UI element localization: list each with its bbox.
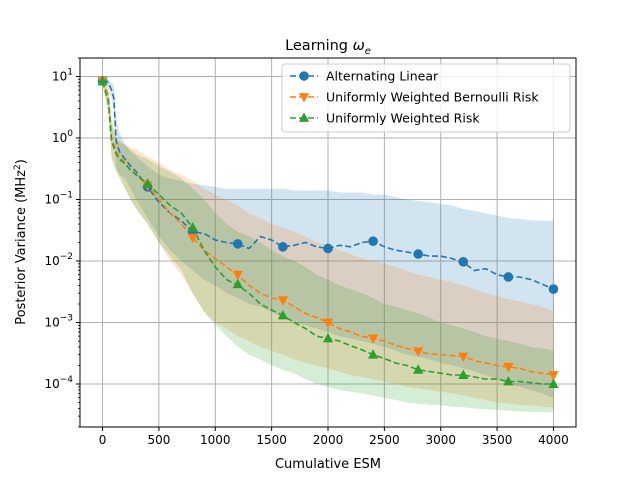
data-point-0	[458, 257, 469, 267]
series-line-2	[101, 81, 554, 385]
data-point-0	[503, 272, 514, 282]
title-symbol: ω	[353, 38, 365, 54]
data-point-2	[277, 309, 289, 320]
x-tick-label: 500	[147, 433, 170, 447]
data-point-1	[187, 233, 198, 244]
data-point-2	[232, 278, 243, 289]
y-axis-label-main: Posterior Variance (MHz	[14, 170, 29, 325]
data-point-1	[232, 270, 243, 281]
confidence-band-0	[102, 77, 554, 398]
data-point-2	[548, 378, 559, 388]
y-axis-label: Posterior Variance (MHz2)	[13, 159, 29, 325]
legend-marker-swatch	[298, 93, 310, 103]
series-markers	[97, 75, 559, 388]
data-point-0	[548, 284, 559, 294]
legend-marker-swatch	[298, 112, 310, 122]
x-tick-label: 0	[99, 433, 107, 447]
legend-item-weighted-risk: Uniformly Weighted Risk	[290, 111, 480, 126]
y-axis-label-close: )	[14, 159, 29, 164]
chart-title: Learning ωe	[285, 38, 371, 57]
x-tick-label: 3000	[425, 433, 456, 447]
legend-label-alternating-linear: Alternating Linear	[326, 69, 439, 84]
x-axis-label: Cumulative ESM	[275, 457, 381, 472]
data-point-1	[367, 334, 379, 345]
x-tick-label: 3500	[482, 433, 513, 447]
y-tick-label: 10−2	[44, 252, 73, 268]
x-tick-label: 1000	[200, 433, 231, 447]
data-point-2	[413, 364, 424, 374]
y-tick-label: 101	[52, 68, 73, 84]
confidence-band-1	[102, 79, 554, 408]
x-tick-label: 2500	[369, 433, 400, 447]
data-point-0	[233, 239, 243, 249]
confidence-band-2	[102, 79, 554, 413]
legend-label-bernoulli-risk: Uniformly Weighted Bernoulli Risk	[326, 90, 539, 105]
confidence-bands	[102, 77, 554, 413]
data-point-1	[413, 347, 424, 357]
data-point-1	[458, 352, 469, 363]
y-tick-label: 100	[52, 129, 73, 145]
data-point-1	[503, 362, 514, 373]
x-tick-label: 4000	[538, 433, 569, 447]
legend: Alternating Linear Uniformly Weighted Be…	[281, 63, 571, 133]
data-point-1	[322, 318, 334, 329]
series-lines	[101, 80, 554, 385]
data-point-2	[142, 178, 153, 188]
axis-ticks: 0 500 1000 1500 2000 2500 3000 3500 4000 10−4 10−3…	[44, 57, 569, 447]
x-tick-label: 2000	[313, 433, 344, 447]
series-line-0	[102, 80, 554, 290]
data-point-2	[187, 221, 198, 232]
legend-item-alternating-linear: Alternating Linear	[290, 69, 439, 84]
data-point-1	[277, 296, 289, 306]
data-point-0	[413, 249, 423, 259]
y-tick-label: 10−3	[44, 314, 73, 330]
x-tick-label: 1500	[256, 433, 287, 447]
data-point-1	[548, 371, 559, 381]
title-subscript: e	[365, 46, 371, 57]
data-point-2	[322, 332, 334, 343]
legend-box	[281, 63, 571, 133]
data-point-2	[458, 369, 469, 379]
data-point-0	[368, 236, 378, 246]
legend-marker-swatch	[299, 71, 309, 81]
legend-label-weighted-risk: Uniformly Weighted Risk	[326, 111, 480, 126]
data-point-2	[503, 375, 514, 386]
y-axis-label-sup: 2	[13, 164, 23, 170]
data-point-0	[323, 243, 333, 254]
data-point-2	[97, 75, 108, 86]
y-tick-label: 10−4	[44, 375, 73, 391]
legend-item-bernoulli-risk: Uniformly Weighted Bernoulli Risk	[290, 90, 539, 105]
y-tick-label: 10−1	[44, 191, 73, 207]
data-point-0	[278, 242, 288, 252]
data-point-2	[367, 349, 379, 359]
title-main: Learning	[285, 38, 353, 54]
